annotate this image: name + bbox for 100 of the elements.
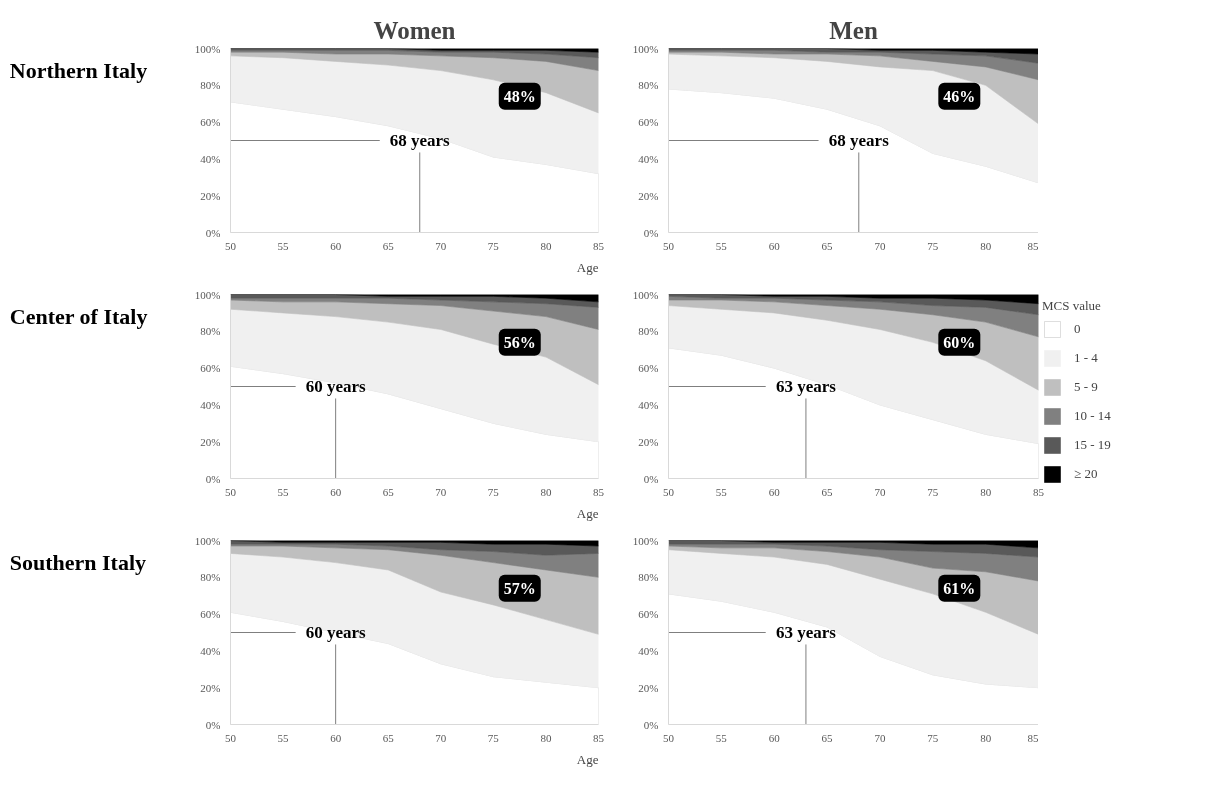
y-tick-label: 40% xyxy=(200,644,221,657)
annotation: 60 years xyxy=(305,623,367,642)
y-tick-label: 0% xyxy=(205,472,221,485)
legend-label: ≥ 20 xyxy=(1074,466,1098,482)
annotation: 46% xyxy=(943,87,976,105)
x-tick-label: 80 xyxy=(540,485,552,498)
x-axis-title: Age xyxy=(576,259,599,275)
legend-label: 5 - 9 xyxy=(1074,379,1098,395)
x-tick-label: 70 xyxy=(435,485,447,498)
x-tick-label: 70 xyxy=(874,239,886,252)
x-tick-label: 60 xyxy=(330,485,342,498)
x-tick-label: 60 xyxy=(330,731,342,744)
annotation: 63 years xyxy=(775,377,837,396)
y-tick-label: 100% xyxy=(194,42,221,55)
annotation: 68 years xyxy=(828,131,890,150)
y-tick-label: 40% xyxy=(638,398,659,411)
x-tick-label: 60 xyxy=(330,239,342,252)
x-tick-label: 75 xyxy=(487,731,500,744)
y-axis-title: Southern Italy xyxy=(9,550,147,576)
y-tick-label: 20% xyxy=(638,435,659,448)
x-tick-label: 75 xyxy=(927,239,939,252)
x-axis-title: Age xyxy=(576,751,599,767)
legend-label: 10 - 14 xyxy=(1074,408,1111,424)
x-tick-label: 85 xyxy=(593,239,605,252)
y-tick-label: 80% xyxy=(200,325,221,338)
annotation: 61% xyxy=(943,579,976,597)
x-tick-label: 80 xyxy=(540,731,552,744)
y-tick-label: 60% xyxy=(200,362,221,375)
x-tick-label: 55 xyxy=(277,239,290,252)
y-tick-label: 60% xyxy=(200,608,221,621)
y-tick-label: 20% xyxy=(200,189,221,202)
x-tick-label: 85 xyxy=(1027,239,1039,252)
y-axis-title: Center of Italy xyxy=(9,304,148,330)
annotation: 56% xyxy=(503,333,536,351)
x-tick-label: 50 xyxy=(225,239,237,252)
y-tick-label: 80% xyxy=(638,571,659,584)
chart-title: Women xyxy=(373,16,456,44)
y-axis-title: Northern Italy xyxy=(9,58,148,84)
x-tick-label: 55 xyxy=(277,731,290,744)
y-tick-label: 20% xyxy=(200,435,221,448)
legend-label: 0 xyxy=(1074,321,1082,337)
chart-title: Men xyxy=(829,16,878,44)
y-tick-label: 40% xyxy=(638,152,659,165)
x-tick-label: 50 xyxy=(663,731,675,744)
x-axis-title: Age xyxy=(576,505,599,521)
x-tick-label: 60 xyxy=(768,731,781,744)
y-tick-label: 20% xyxy=(638,681,659,694)
x-tick-label: 85 xyxy=(1033,485,1045,498)
x-tick-label: 80 xyxy=(980,731,992,744)
y-tick-label: 60% xyxy=(638,608,659,621)
x-tick-label: 75 xyxy=(487,485,500,498)
annotation: 68 years xyxy=(389,131,451,150)
y-tick-label: 0% xyxy=(643,718,659,731)
y-tick-label: 40% xyxy=(200,398,221,411)
y-tick-label: 40% xyxy=(200,152,221,165)
x-tick-label: 70 xyxy=(874,485,886,498)
y-tick-label: 0% xyxy=(205,718,221,731)
x-tick-label: 85 xyxy=(593,731,605,744)
x-tick-label: 65 xyxy=(821,239,834,252)
x-tick-label: 50 xyxy=(225,485,237,498)
x-tick-label: 50 xyxy=(663,485,675,498)
x-tick-label: 50 xyxy=(225,731,237,744)
x-tick-label: 55 xyxy=(277,485,290,498)
x-tick-label: 85 xyxy=(593,485,605,498)
legend-label: 15 - 19 xyxy=(1074,437,1111,453)
x-tick-label: 55 xyxy=(715,485,728,498)
annotation: 60% xyxy=(943,333,976,351)
annotation: 60 years xyxy=(305,377,367,396)
x-tick-label: 55 xyxy=(715,239,728,252)
y-tick-label: 0% xyxy=(205,226,221,239)
y-tick-label: 40% xyxy=(638,644,659,657)
x-tick-label: 80 xyxy=(980,485,992,498)
y-tick-label: 80% xyxy=(200,79,221,92)
x-tick-label: 85 xyxy=(1027,731,1039,744)
x-tick-label: 60 xyxy=(768,239,781,252)
y-tick-label: 60% xyxy=(638,362,659,375)
x-tick-label: 75 xyxy=(487,239,500,252)
y-tick-label: 100% xyxy=(194,288,221,301)
x-tick-label: 80 xyxy=(540,239,552,252)
x-tick-label: 50 xyxy=(663,239,675,252)
legend-label: 1 - 4 xyxy=(1074,350,1098,366)
x-tick-label: 65 xyxy=(382,731,395,744)
x-tick-label: 65 xyxy=(821,485,834,498)
x-tick-label: 65 xyxy=(382,239,395,252)
x-tick-label: 65 xyxy=(382,485,395,498)
y-tick-label: 100% xyxy=(632,288,659,301)
legend-title: MCS value xyxy=(1042,298,1102,314)
x-tick-label: 70 xyxy=(435,239,447,252)
x-tick-label: 80 xyxy=(980,239,992,252)
annotation: 48% xyxy=(503,87,536,105)
x-tick-label: 70 xyxy=(435,731,447,744)
y-tick-label: 80% xyxy=(638,79,659,92)
y-tick-label: 0% xyxy=(643,472,659,485)
y-tick-label: 60% xyxy=(638,116,659,129)
y-tick-label: 80% xyxy=(638,325,659,338)
y-tick-label: 20% xyxy=(200,681,221,694)
x-tick-label: 65 xyxy=(821,731,834,744)
annotation: 63 years xyxy=(775,623,837,642)
x-tick-label: 55 xyxy=(715,731,728,744)
annotation: 57% xyxy=(503,579,536,597)
